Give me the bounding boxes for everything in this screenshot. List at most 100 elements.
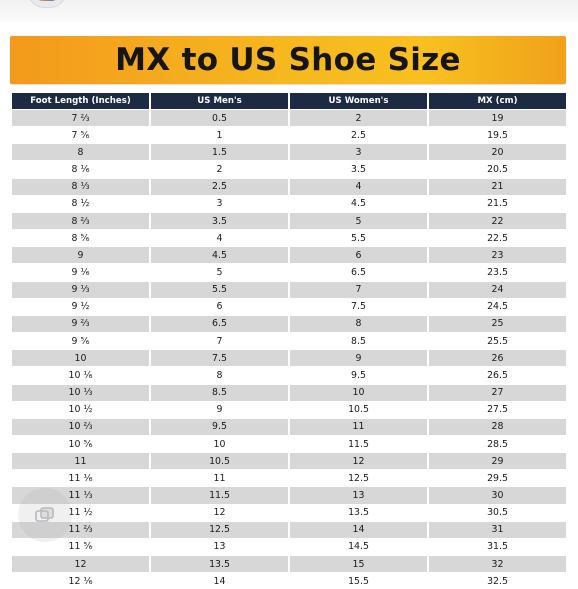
cell-us-womens: 4.5 — [289, 195, 428, 212]
cell-us-womens: 3 — [289, 144, 428, 161]
cell-us-mens: 13.5 — [150, 556, 289, 573]
cell-mx-cm: 23.5 — [428, 264, 566, 281]
cell-mx-cm: 31.5 — [428, 538, 566, 555]
cell-foot-length: 11 ⅚ — [12, 538, 150, 555]
cell-mx-cm: 27 — [428, 384, 566, 401]
cell-foot-length: 8 ⅙ — [12, 161, 150, 178]
cell-foot-length: 8 ½ — [12, 195, 150, 212]
cell-us-mens: 10.5 — [150, 453, 289, 470]
floating-action-bubble[interactable] — [18, 488, 72, 542]
cell-us-womens: 9 — [289, 350, 428, 367]
cell-foot-length: 9 ½ — [12, 298, 150, 315]
cell-us-womens: 15 — [289, 556, 428, 573]
cell-us-mens: 1.5 — [150, 144, 289, 161]
cell-us-womens: 5.5 — [289, 230, 428, 247]
cell-mx-cm: 23 — [428, 247, 566, 264]
cell-foot-length: 12 — [12, 556, 150, 573]
cell-us-womens: 11.5 — [289, 435, 428, 452]
cell-us-womens: 13 — [289, 487, 428, 504]
cell-foot-length: 10 ⅚ — [12, 435, 150, 452]
cell-foot-length: 9 ⅔ — [12, 315, 150, 332]
cell-us-mens: 9.5 — [150, 418, 289, 435]
cell-mx-cm: 29.5 — [428, 470, 566, 487]
cell-us-womens: 14 — [289, 521, 428, 538]
cell-foot-length: 10 ⅔ — [12, 418, 150, 435]
avatar[interactable] — [28, 0, 66, 8]
cell-us-womens: 11 — [289, 418, 428, 435]
cell-us-womens: 13.5 — [289, 504, 428, 521]
title-banner: MX to US Shoe Size — [10, 36, 566, 84]
cell-us-mens: 3 — [150, 195, 289, 212]
cell-us-mens: 8.5 — [150, 384, 289, 401]
cell-us-mens: 8 — [150, 367, 289, 384]
cell-us-mens: 14 — [150, 573, 289, 589]
cell-foot-length: 10 ½ — [12, 401, 150, 418]
cell-us-mens: 0.5 — [150, 110, 289, 127]
cell-foot-length: 10 ⅙ — [12, 367, 150, 384]
cell-us-mens: 12 — [150, 504, 289, 521]
cell-us-mens: 2 — [150, 161, 289, 178]
page-title: MX to US Shoe Size — [115, 42, 461, 78]
column-header-us-mens: US Men's — [150, 93, 289, 110]
cell-foot-length: 9 — [12, 247, 150, 264]
cell-us-mens: 2.5 — [150, 178, 289, 195]
cell-us-mens: 3.5 — [150, 212, 289, 229]
cell-us-mens: 9 — [150, 401, 289, 418]
cell-us-mens: 4 — [150, 230, 289, 247]
cell-foot-length: 7 ⅚ — [12, 127, 150, 144]
cell-mx-cm: 26.5 — [428, 367, 566, 384]
cell-us-womens: 10.5 — [289, 401, 428, 418]
cell-us-mens: 4.5 — [150, 247, 289, 264]
cell-mx-cm: 19 — [428, 110, 566, 127]
top-bar — [0, 0, 578, 22]
cell-mx-cm: 31 — [428, 521, 566, 538]
cell-us-womens: 12 — [289, 453, 428, 470]
cell-foot-length: 8 — [12, 144, 150, 161]
cell-mx-cm: 22.5 — [428, 230, 566, 247]
cell-foot-length: 8 ⅚ — [12, 230, 150, 247]
cell-foot-length: 8 ⅓ — [12, 178, 150, 195]
cell-mx-cm: 24 — [428, 281, 566, 298]
cell-us-womens: 8.5 — [289, 333, 428, 350]
cell-mx-cm: 30.5 — [428, 504, 566, 521]
cell-foot-length: 8 ⅔ — [12, 212, 150, 229]
cell-us-mens: 11 — [150, 470, 289, 487]
cell-us-mens: 10 — [150, 435, 289, 452]
copy-icon — [35, 507, 55, 523]
cell-us-mens: 6.5 — [150, 315, 289, 332]
cell-us-mens: 7 — [150, 333, 289, 350]
cell-us-womens: 10 — [289, 384, 428, 401]
cell-us-mens: 12.5 — [150, 521, 289, 538]
cell-mx-cm: 25.5 — [428, 333, 566, 350]
cell-us-mens: 6 — [150, 298, 289, 315]
cell-us-womens: 2.5 — [289, 127, 428, 144]
cell-us-womens: 9.5 — [289, 367, 428, 384]
cell-mx-cm: 21 — [428, 178, 566, 195]
cell-mx-cm: 25 — [428, 315, 566, 332]
cell-us-mens: 5 — [150, 264, 289, 281]
cell-us-womens: 2 — [289, 110, 428, 127]
cell-us-womens: 12.5 — [289, 470, 428, 487]
cell-mx-cm: 22 — [428, 212, 566, 229]
cell-foot-length: 11 ⅙ — [12, 470, 150, 487]
cell-us-womens: 8 — [289, 315, 428, 332]
cell-us-womens: 6 — [289, 247, 428, 264]
cell-mx-cm: 21.5 — [428, 195, 566, 212]
